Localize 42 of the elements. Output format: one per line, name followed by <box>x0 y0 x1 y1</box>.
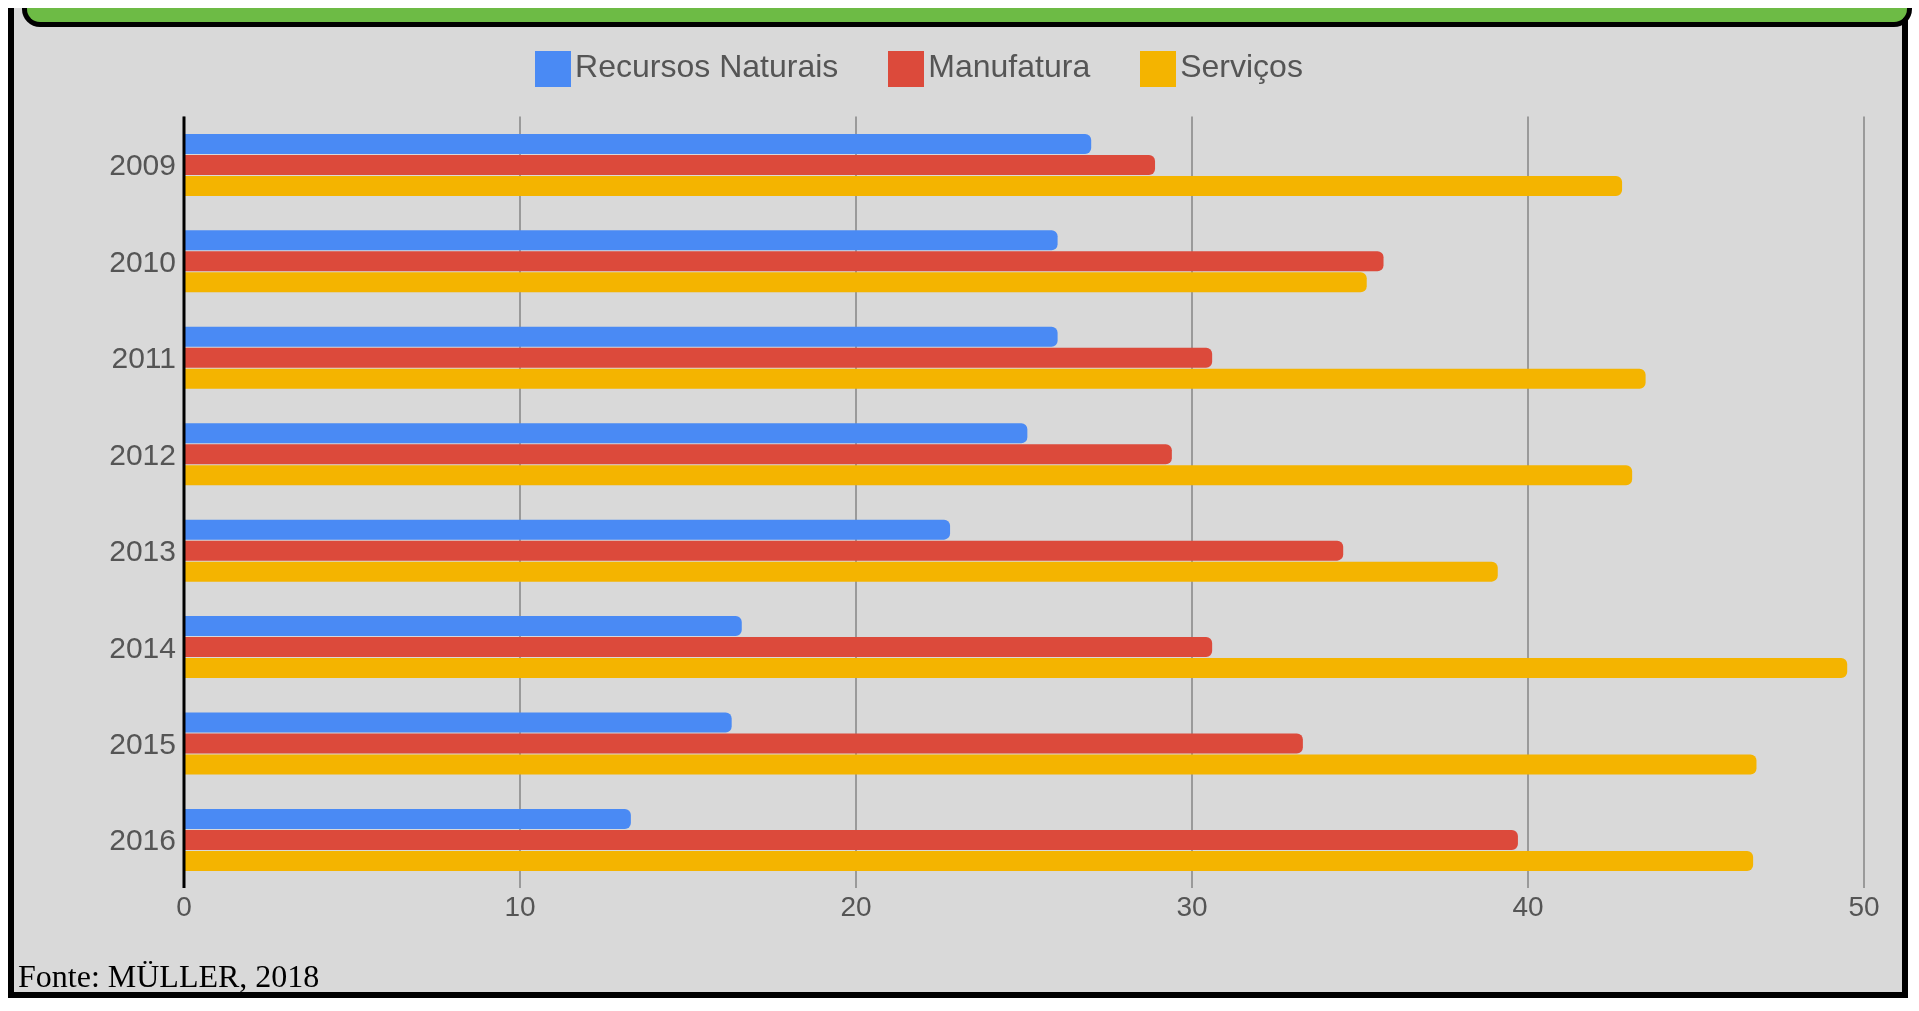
bar <box>184 637 1213 658</box>
bar <box>184 829 1518 850</box>
bar <box>184 712 732 733</box>
y-tick-label: 2010 <box>109 244 176 278</box>
y-tick-label: 2015 <box>109 727 176 760</box>
x-tick-label: 30 <box>1176 890 1208 922</box>
bar <box>184 519 951 540</box>
bar <box>184 658 1848 679</box>
bar <box>184 133 1092 154</box>
x-tick-label: 40 <box>1512 890 1544 922</box>
bar <box>184 175 1623 196</box>
y-tick-label: 2016 <box>109 823 176 857</box>
bar <box>184 444 1172 465</box>
legend-label: Manufatura <box>928 48 1091 84</box>
y-tick-label: 2013 <box>109 534 176 568</box>
bar <box>184 154 1156 175</box>
x-tick-label: 50 <box>1848 890 1880 922</box>
y-tick-label: 2011 <box>111 341 176 375</box>
bar <box>184 368 1646 389</box>
bar <box>184 272 1367 293</box>
x-tick-label: 20 <box>840 890 872 922</box>
bar <box>184 230 1058 251</box>
source-note: Fonte: MÜLLER, 2018 <box>18 958 320 995</box>
legend-label: Recursos Naturais <box>575 48 839 84</box>
bar <box>184 850 1754 871</box>
y-tick-label: 2009 <box>109 148 176 182</box>
y-tick-label: 2012 <box>109 437 176 471</box>
bar <box>184 561 1498 582</box>
bar <box>184 540 1344 561</box>
y-tick-label: 2014 <box>109 630 176 664</box>
bar <box>184 251 1384 272</box>
bar <box>184 754 1757 775</box>
bar <box>184 326 1058 347</box>
legend-label: Serviços <box>1180 48 1303 84</box>
bar <box>184 733 1303 754</box>
bar <box>184 808 631 829</box>
bar <box>184 465 1633 486</box>
bar <box>184 423 1028 444</box>
x-tick-label: 0 <box>176 890 192 922</box>
x-tick-label: 10 <box>504 890 536 922</box>
bar <box>184 616 742 637</box>
bar <box>184 347 1213 368</box>
